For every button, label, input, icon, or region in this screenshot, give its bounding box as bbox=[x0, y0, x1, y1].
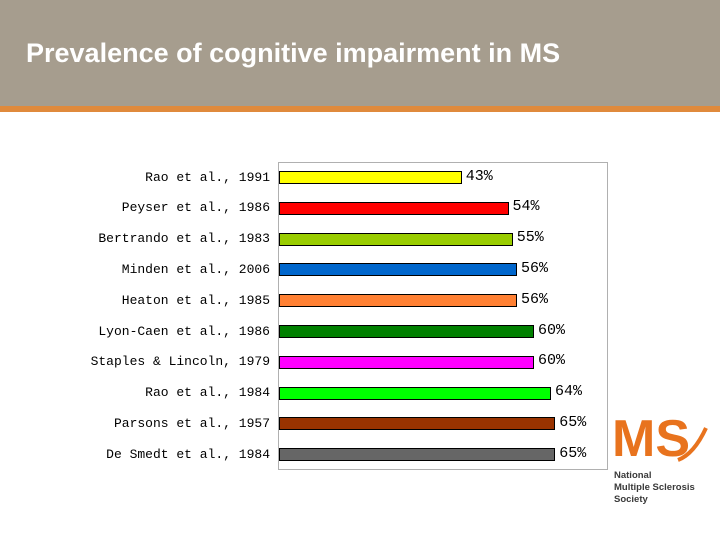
value-label: 55% bbox=[516, 229, 544, 247]
bar bbox=[279, 294, 517, 308]
bar bbox=[279, 232, 513, 246]
logo-line-1: National bbox=[614, 470, 652, 481]
category-label: Minden et al., 2006 bbox=[121, 261, 270, 277]
value-label: 65% bbox=[559, 413, 587, 431]
bar bbox=[279, 263, 517, 277]
slide-title: Prevalence of cognitive impairment in MS bbox=[26, 38, 561, 68]
category-label: Rao et al., 1984 bbox=[145, 385, 270, 401]
category-label: Rao et al., 1991 bbox=[145, 169, 270, 185]
bar bbox=[279, 201, 509, 215]
category-label: Heaton et al., 1985 bbox=[121, 292, 270, 308]
category-label: Staples & Lincoln, 1979 bbox=[90, 354, 270, 370]
logo-line-2: Multiple Sclerosis bbox=[614, 482, 695, 493]
bar bbox=[279, 355, 534, 369]
slide-header bbox=[0, 0, 720, 106]
category-label: De Smedt et al., 1984 bbox=[106, 446, 270, 462]
value-label: 56% bbox=[521, 259, 549, 277]
nmss-logo: MS National Multiple Sclerosis Society bbox=[612, 410, 712, 510]
bar bbox=[279, 325, 534, 338]
bar bbox=[279, 417, 556, 431]
plot-area bbox=[278, 162, 608, 470]
bar bbox=[279, 448, 556, 462]
value-label: 60% bbox=[538, 321, 566, 339]
value-label: 64% bbox=[555, 383, 583, 401]
value-label: 56% bbox=[521, 290, 549, 308]
category-label: Parsons et al., 1957 bbox=[113, 415, 270, 431]
category-label: Peyser et al., 1986 bbox=[121, 200, 270, 216]
logo-letters: MS bbox=[612, 410, 690, 468]
value-label: 60% bbox=[538, 352, 566, 370]
bar bbox=[279, 171, 462, 184]
category-label: Lyon-Caen et al., 1986 bbox=[98, 323, 270, 339]
category-label: Bertrando et al., 1983 bbox=[98, 231, 270, 247]
bar bbox=[279, 386, 551, 400]
ms-logo-icon: MS bbox=[612, 410, 708, 468]
value-label: 54% bbox=[512, 198, 540, 216]
value-label: 65% bbox=[559, 444, 587, 462]
header-accent-line bbox=[0, 106, 720, 112]
value-label: 43% bbox=[465, 167, 493, 185]
logo-line-3: Society bbox=[614, 494, 648, 505]
